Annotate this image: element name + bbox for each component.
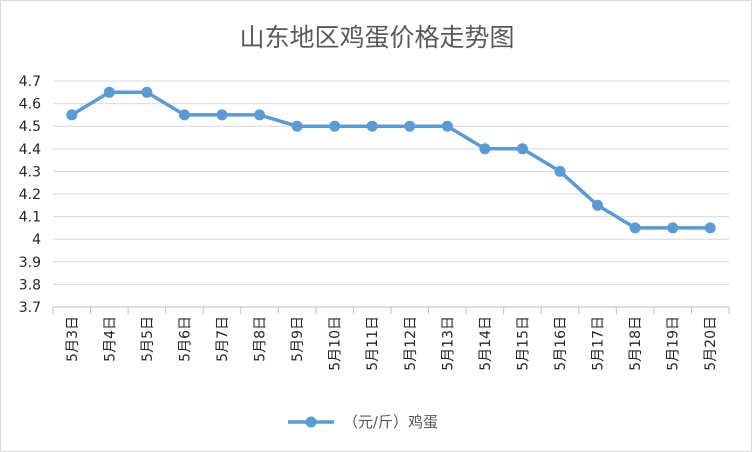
x-tick-label: 5月9日 [290, 316, 306, 362]
series-line [70, 90, 712, 230]
x-tick-label: 5月16日 [553, 316, 569, 371]
data-point [404, 120, 416, 132]
x-axis: 5月3日 5月4日 5月5日 5月6日 5月7日 5月8日 5月9日 5月10日 5月11日 5月… [52, 307, 730, 371]
y-tick-label: 3.8 [19, 277, 41, 293]
y-tick-label: 4.7 [19, 74, 41, 90]
x-tick-label: 5月20日 [703, 316, 719, 371]
y-tick-label: 3.9 [19, 255, 41, 271]
data-point [141, 86, 153, 98]
y-tick-label: 4.4 [19, 142, 41, 158]
x-tick-label: 5月15日 [515, 316, 531, 371]
y-tick-label: 4.3 [19, 164, 41, 180]
x-tick-label: 5月18日 [628, 316, 644, 371]
data-point [629, 222, 641, 234]
x-tick-label: 5月4日 [102, 316, 118, 362]
data-point [441, 120, 453, 132]
x-tick-label: 5月13日 [440, 316, 456, 371]
x-tick-label: 5月11日 [365, 316, 381, 371]
y-tick-label: 4.6 [19, 97, 41, 113]
y-tick-label: 4 [32, 232, 41, 248]
y-tick-label: 4.1 [19, 210, 41, 226]
x-tick-label: 5月17日 [591, 316, 607, 371]
y-axis-ticks: 3.7 3.8 3.9 4 4.1 4.2 4.3 4.4 4.5 4.6 4.7 [19, 74, 41, 316]
x-tick-label: 5月10日 [328, 316, 344, 371]
x-tick-label: 5月3日 [65, 316, 81, 362]
x-tick-label: 5月14日 [478, 316, 494, 371]
x-tick-label: 5月5日 [140, 316, 156, 362]
x-tick-label: 5月7日 [215, 316, 231, 362]
data-point [291, 120, 303, 132]
data-point [516, 143, 528, 155]
gridlines [53, 80, 729, 308]
x-tick-label: 5月19日 [666, 316, 682, 371]
data-point [103, 86, 115, 98]
data-point [329, 120, 341, 132]
legend-label: （元/斤）鸡蛋 [343, 413, 438, 431]
data-point [66, 109, 78, 121]
data-point [592, 199, 604, 211]
data-point [667, 222, 679, 234]
legend-marker-swatch [305, 416, 317, 428]
data-point [479, 143, 491, 155]
data-point [554, 165, 566, 177]
data-point [178, 109, 190, 121]
x-tick-label: 5月12日 [403, 316, 419, 371]
data-point [216, 109, 228, 121]
legend: （元/斤）鸡蛋 [288, 413, 438, 431]
x-tick-label: 5月8日 [253, 316, 269, 362]
y-tick-label: 4.5 [19, 119, 41, 135]
data-point [254, 109, 266, 121]
chart-title: 山东地区鸡蛋价格走势图 [239, 23, 514, 52]
y-tick-label: 4.2 [19, 187, 41, 203]
data-point [366, 120, 378, 132]
data-series [66, 86, 716, 234]
x-tick-label: 5月6日 [177, 316, 193, 362]
data-point [704, 222, 716, 234]
y-tick-label: 3.7 [19, 300, 41, 316]
